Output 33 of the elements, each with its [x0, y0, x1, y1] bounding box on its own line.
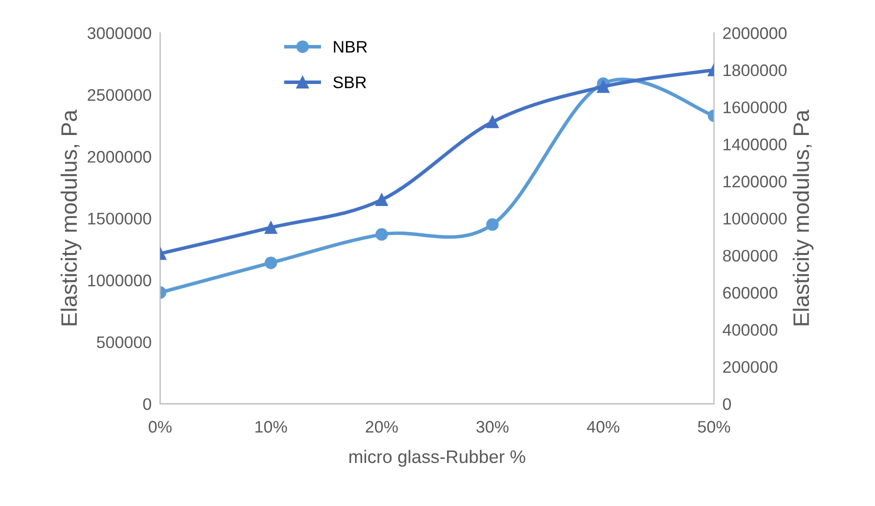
y-tick-label: 2500000: [88, 89, 152, 101]
x-tick-label: 30%: [476, 420, 509, 433]
y2-tick-label: 1600000: [724, 101, 787, 114]
y2-tick-label: 2000000: [723, 27, 787, 40]
legend-label: NBR: [334, 41, 367, 53]
y2-tick-label: 1800000: [724, 64, 787, 76]
y-tick-label: 1500000: [88, 212, 152, 225]
y2-tick-label: 0: [722, 398, 731, 410]
y2-tick-label: 1000000: [724, 212, 787, 225]
point: [375, 228, 388, 241]
x-axis-title: micro glass-Rubber %: [349, 450, 526, 467]
y2-tick-label: 1200000: [724, 176, 787, 188]
point: [486, 218, 499, 231]
x-tick-label: 50%: [698, 420, 730, 433]
y-tick-label: 0: [143, 398, 152, 410]
legend-label: SBR: [333, 76, 366, 88]
x-tick-label: 0%: [148, 420, 172, 433]
y2-tick-label: 400000: [722, 324, 778, 336]
y2-tick-label: 800000: [723, 250, 778, 262]
y-tick-label: 2000000: [88, 150, 152, 163]
y2-tick-label: 200000: [723, 361, 778, 373]
y-tick-label: 3000000: [88, 27, 152, 40]
x-tick-label: 10%: [255, 420, 287, 433]
x-tick-label: 20%: [366, 420, 398, 433]
y2-tick-label: 600000: [723, 286, 778, 299]
x-tick-label: 40%: [586, 420, 620, 433]
y-tick-label: 500000: [96, 336, 152, 348]
y-tick-label: 1000000: [88, 274, 152, 286]
point: [486, 116, 499, 128]
point: [375, 194, 388, 206]
y2-tick-label: 1400000: [724, 138, 787, 150]
y-axis-title: Elasticity modulus, Pa: [60, 110, 82, 326]
y2-axis-title: Elasticity modulus, Pa: [792, 110, 814, 326]
